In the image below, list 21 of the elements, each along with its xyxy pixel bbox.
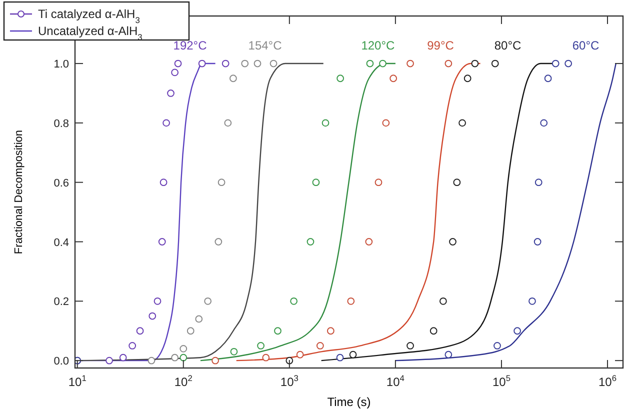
- x-tick-label: 10$^{3}$: [280, 373, 299, 389]
- x-tick-label: 10$^{5}$: [492, 373, 511, 389]
- annotation: 80°C: [494, 38, 522, 53]
- y-tick-label: 0.0: [54, 356, 69, 368]
- y-tick-label: 0.8: [54, 118, 69, 130]
- y-tick-label: 1.0: [54, 58, 69, 71]
- annotation: 60°C: [572, 38, 600, 53]
- x-tick-label: 10$^{6}$: [598, 373, 617, 389]
- y-tick-label: 0.2: [54, 296, 69, 308]
- annotation: 99°C: [427, 38, 454, 53]
- y-tick-label: 0.6: [54, 177, 69, 190]
- x-tick-label: 10$^{2}$: [174, 373, 193, 389]
- x-tick-label: 10$^{1}$: [68, 373, 87, 389]
- x-tick-label: 10$^{4}$: [386, 373, 405, 389]
- legend-label: Ti catalyzed α-AlH$_{3}$: [38, 7, 140, 25]
- x-axis-title: Time (s): [327, 395, 371, 409]
- y-tick-label: 0.4: [54, 236, 69, 249]
- annotation: 154°C: [248, 38, 282, 53]
- annotation: 120°C: [361, 38, 396, 53]
- annotation: 192°C: [173, 38, 208, 53]
- y-axis-title: Fractional Decomposition: [13, 130, 25, 254]
